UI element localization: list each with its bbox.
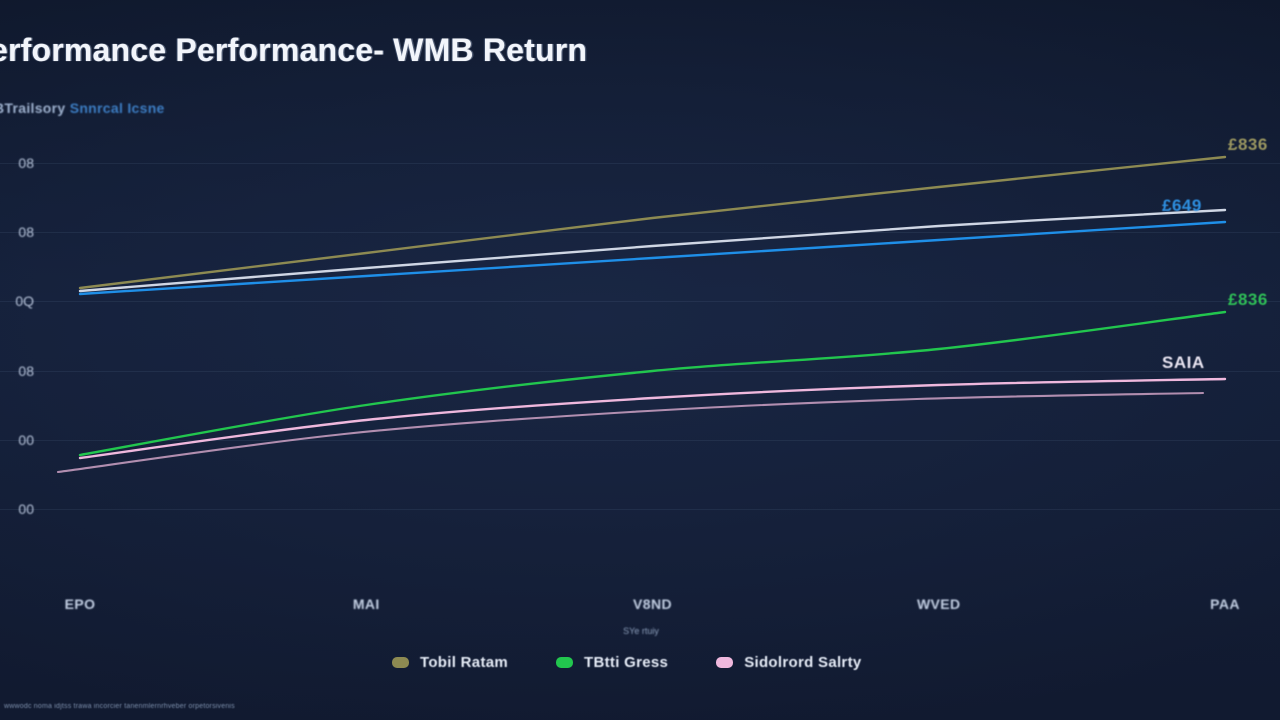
x-axis-tick-label: EPO <box>64 596 96 612</box>
y-axis-tick-label: 08 <box>18 155 34 171</box>
gridline <box>0 163 1280 164</box>
legend-swatch-icon <box>716 656 734 668</box>
footer-disclaimer: wwwodc noma idjtss trawa incorcier tanen… <box>4 703 235 710</box>
series-line <box>78 220 1227 296</box>
gridline <box>0 440 1280 441</box>
x-axis-tick-label: V8ND <box>633 596 672 612</box>
series-end-label: £836 <box>1228 290 1268 309</box>
series-line <box>78 377 1227 460</box>
series-lines <box>56 155 1227 474</box>
series-line <box>78 310 1227 457</box>
y-axis-tick-label: 08 <box>18 363 34 379</box>
legend-label: TBtti Gress <box>584 653 669 671</box>
page-title: erformance Performance- WMB Return <box>0 32 588 68</box>
subtitle-main: BTrailsory <box>0 100 66 116</box>
series-line <box>78 208 1227 293</box>
chart-subtitle: BTrailsory Snnrcal Icsne <box>0 100 554 116</box>
y-axis-tick-label: 0Q <box>15 293 34 309</box>
subtitle-accent: Snnrcal Icsne <box>69 100 165 116</box>
legend-swatch-icon <box>392 656 409 668</box>
x-axis-tick-label: MAI <box>352 596 380 612</box>
x-axis-tick-label: WVED <box>916 596 961 612</box>
chart-legend: Tobil Ratam TBtti Gress Sidolrord Salrty <box>392 649 862 675</box>
y-axis-tick-label: 00 <box>18 432 34 448</box>
x-axis-tick-label: PAA <box>1210 596 1240 612</box>
x-axis-subnote: SYe rtuiy <box>623 626 659 636</box>
legend-item[interactable]: Tobil Ratam <box>392 654 508 671</box>
series-line <box>78 155 1227 290</box>
legend-label: Sidolrord Salrty <box>744 653 862 671</box>
gridline <box>0 509 1280 510</box>
gridline <box>0 301 1280 302</box>
x-axis-ticks: EPO MAI V8ND WVED PAA <box>0 596 1280 618</box>
gridline <box>0 232 1280 233</box>
legend-swatch-icon <box>556 656 574 668</box>
plot-area: 08 08 0Q 08 00 00 £836 £649 £836 SAIA <box>0 130 1280 580</box>
series-end-label: £836 <box>1228 135 1268 154</box>
y-axis-tick-label: 08 <box>18 224 34 240</box>
series-end-label: £649 <box>1162 196 1202 215</box>
series-line-ghost <box>56 391 1205 474</box>
series-end-label: SAIA <box>1162 353 1205 372</box>
y-axis-tick-label: 00 <box>18 501 34 517</box>
legend-label: Tobil Ratam <box>420 653 509 671</box>
legend-item[interactable]: Sidolrord Salrty <box>716 654 861 671</box>
legend-item[interactable]: TBtti Gress <box>556 654 668 671</box>
